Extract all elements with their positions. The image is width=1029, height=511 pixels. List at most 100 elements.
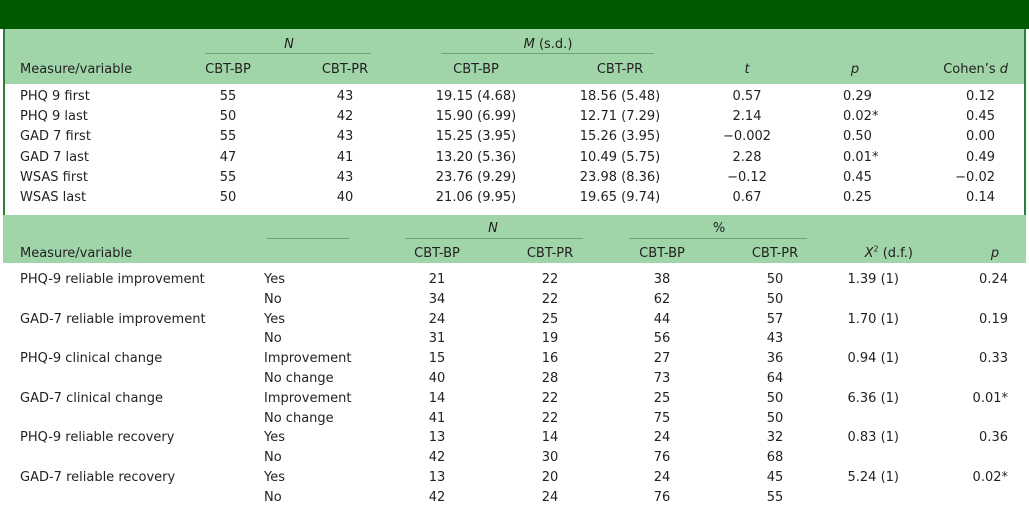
- t2-cell-n-pr: 24: [541, 489, 559, 505]
- t2-cell-pct-bp: 38: [653, 272, 671, 287]
- t2-cell-n-pr: 16: [541, 351, 559, 367]
- t1-cell-n-pr: 40: [336, 190, 354, 205]
- t2-cell-cat: Improvement: [264, 390, 352, 406]
- t1-cell-p: 0.29: [843, 89, 872, 104]
- t2-group-n: N: [488, 221, 498, 236]
- t2-cell-pct-pr: 50: [766, 272, 784, 287]
- t2-cell-chi: 5.24 (1): [847, 470, 900, 485]
- t2-cell-p: 0.33: [979, 351, 1008, 367]
- t2-cell-n-bp: 41: [428, 410, 446, 426]
- t2-cell-pct-bp: 44: [653, 311, 671, 327]
- t2-cell-pct-bp: 24: [653, 470, 671, 485]
- t1-cell-measure: WSAS last: [20, 190, 87, 205]
- t2-cell-p: 0.24: [979, 272, 1008, 287]
- t2-cell-n-pr: 14: [541, 430, 559, 446]
- t2-header-measure: Measure/variable: [20, 246, 133, 261]
- t1-cell-measure: GAD 7 last: [20, 149, 89, 165]
- t1-cell-m-bp: 23.76 (9.29): [435, 169, 517, 185]
- t1-cell-measure: PHQ 9 last: [20, 109, 88, 125]
- t2-header-chi: X2 (d.f.): [864, 244, 913, 261]
- table1-header: [3, 29, 1026, 84]
- t1-header-t: t: [744, 62, 750, 77]
- t2-cell-cat: No change: [264, 371, 334, 386]
- t1-cell-d: 0.14: [966, 190, 995, 205]
- t2-header-p: p: [990, 246, 1000, 261]
- t2-cell-n-pr: 28: [541, 371, 559, 386]
- t1-cell-m-pr: 10.49 (5.75): [579, 149, 661, 165]
- t2-cell-n-bp: 42: [428, 450, 446, 466]
- t2-cell-n-bp: 34: [428, 291, 446, 307]
- t1-cell-n-bp: 55: [219, 89, 237, 104]
- table1-body: [3, 84, 1026, 215]
- t1-cell-t: 2.14: [732, 109, 762, 125]
- t2-cell-n-pr: 22: [541, 390, 559, 406]
- t2-cell-measure: PHQ-9 clinical change: [20, 351, 163, 367]
- t1-cell-p: 0.02*: [843, 109, 879, 125]
- t1-cell-n-bp: 47: [219, 149, 237, 165]
- t2-cell-p: 0.02*: [972, 470, 1008, 485]
- title-bar: [0, 0, 1029, 29]
- t1-cell-measure: WSAS first: [20, 169, 89, 185]
- t2-cell-cat: Yes: [264, 470, 285, 485]
- t1-cell-n-pr: 43: [336, 129, 354, 145]
- t2-cell-measure: PHQ-9 reliable improvement: [20, 272, 205, 287]
- t1-cell-p: 0.25: [843, 190, 872, 205]
- t1-cell-t: 2.28: [732, 149, 762, 165]
- t1-cell-d: 0.49: [966, 149, 995, 165]
- t2-cell-pct-bp: 56: [653, 331, 671, 347]
- t2-cell-pct-pr: 68: [766, 450, 784, 466]
- t2-cell-cat: No change: [264, 410, 334, 426]
- t1-cell-measure: PHQ 9 first: [20, 89, 90, 104]
- t1-cell-n-pr: 43: [336, 169, 354, 185]
- t2-cell-n-bp: 31: [428, 331, 446, 347]
- t1-cell-m-pr: 15.26 (3.95): [579, 129, 661, 145]
- t2-cell-p: 0.19: [979, 311, 1008, 327]
- t1-header-d: Cohen’s d: [943, 62, 1008, 77]
- t1-cell-n-pr: 41: [336, 149, 354, 165]
- t2-cell-n-bp: 14: [428, 390, 446, 406]
- t2-cell-cat: Improvement: [264, 351, 352, 367]
- t1-header-m-bp: CBT-BP: [453, 62, 499, 77]
- t2-cell-n-pr: 30: [541, 450, 559, 466]
- t2-cell-pct-bp: 24: [653, 430, 671, 446]
- t2-cell-n-bp: 13: [428, 470, 446, 485]
- t2-cell-pct-pr: 45: [766, 470, 784, 485]
- t1-cell-n-pr: 42: [336, 109, 354, 125]
- t2-cell-chi: 1.39 (1): [847, 272, 900, 287]
- t2-group-pct: %: [712, 221, 726, 236]
- t1-group-m: M (s.d.): [523, 37, 573, 52]
- t1-cell-m-pr: 12.71 (7.29): [579, 109, 661, 125]
- t2-cell-cat: No: [264, 331, 282, 347]
- t1-cell-t: −0.002: [722, 129, 772, 145]
- t1-cell-m-bp: 21.06 (9.95): [435, 190, 517, 205]
- t1-cell-p: 0.50: [843, 129, 872, 145]
- t2-cell-pct-bp: 62: [653, 291, 671, 307]
- t2-header-pct-bp: CBT-BP: [639, 246, 685, 261]
- t1-cell-d: 0.12: [966, 89, 995, 104]
- t1-cell-n-bp: 50: [219, 190, 237, 205]
- t1-cell-t: 0.57: [732, 89, 762, 104]
- t2-cell-chi: 6.36 (1): [847, 390, 900, 406]
- t1-cell-n-bp: 55: [219, 129, 237, 145]
- t2-cell-n-pr: 20: [541, 470, 559, 485]
- t2-cell-measure: GAD-7 reliable improvement: [20, 311, 206, 327]
- t2-cell-n-pr: 22: [541, 291, 559, 307]
- t1-cell-n-bp: 50: [219, 109, 237, 125]
- t2-cell-n-bp: 24: [428, 311, 446, 327]
- t1-m-rule: [441, 53, 654, 54]
- t1-cell-m-bp: 15.90 (6.99): [435, 109, 517, 125]
- t1-cell-measure: GAD 7 first: [20, 129, 91, 145]
- t2-cell-n-pr: 22: [541, 410, 559, 426]
- t1-cell-m-bp: 19.15 (4.68): [435, 89, 517, 104]
- t2-cell-pct-pr: 36: [766, 351, 784, 367]
- t2-header-n-bp: CBT-BP: [414, 246, 460, 261]
- t2-pct-rule: [629, 238, 807, 239]
- t2-cell-n-pr: 19: [541, 331, 559, 347]
- t1-header-m-pr: CBT-PR: [596, 62, 644, 77]
- t2-cell-pct-pr: 43: [766, 331, 784, 347]
- t1-cell-t: −0.12: [727, 169, 767, 185]
- t1-header-p: p: [850, 62, 860, 77]
- t2-cat-rule: [267, 238, 349, 239]
- t2-cell-n-bp: 42: [428, 489, 446, 505]
- t2-cell-cat: No: [264, 489, 282, 505]
